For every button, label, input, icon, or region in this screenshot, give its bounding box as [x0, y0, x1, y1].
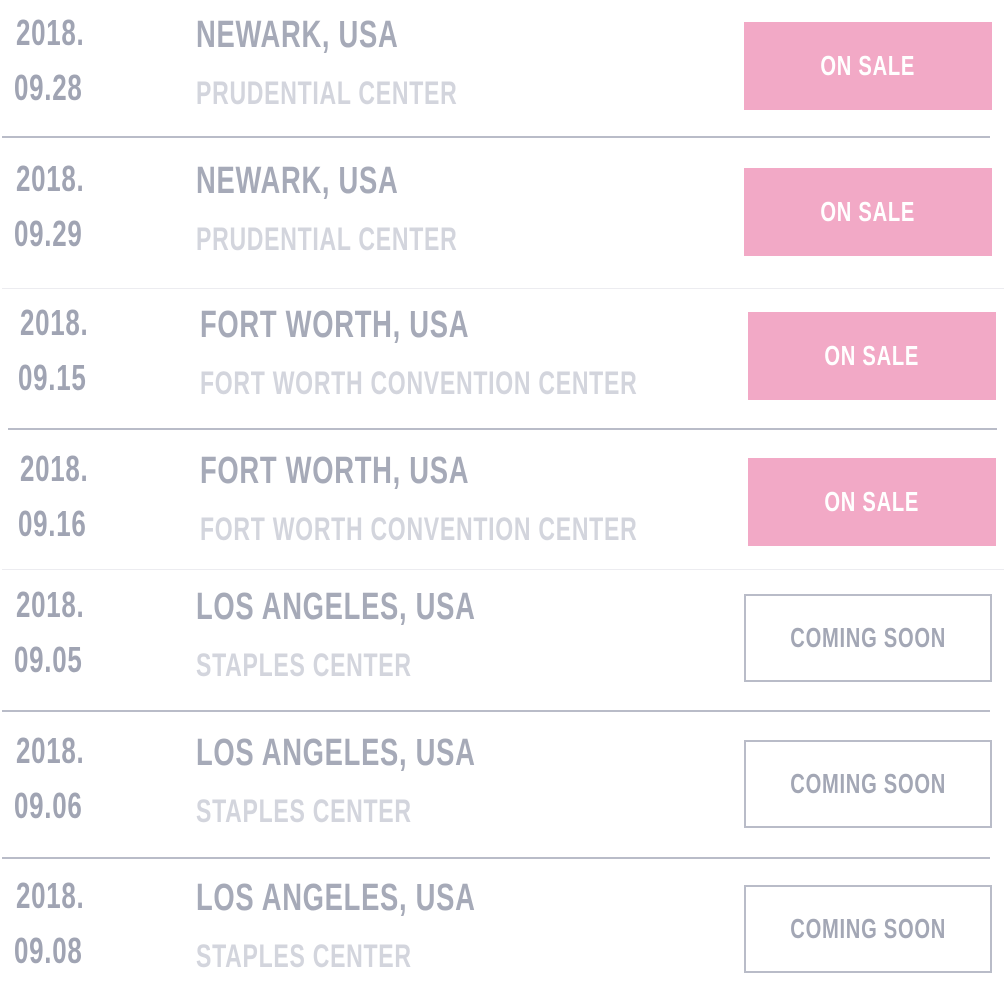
event-venue: PRUDENTIAL CENTER [196, 221, 458, 257]
ticket-status: ON SALE [820, 196, 916, 227]
ticket-status: COMING SOON [790, 622, 946, 653]
event-year: 2018. [16, 730, 85, 771]
event-date: 09.06 [14, 785, 83, 826]
separator [2, 136, 990, 138]
event-year: 2018. [16, 875, 85, 916]
separator [2, 288, 1004, 289]
ticket-button[interactable]: COMING SOON [744, 594, 992, 682]
event-venue: FORT WORTH CONVENTION CENTER [200, 511, 638, 547]
event-city: LOS ANGELES, USA [196, 732, 476, 774]
event-city: LOS ANGELES, USA [196, 877, 476, 919]
event-year: 2018. [20, 302, 89, 343]
event-date: 09.16 [18, 503, 87, 544]
ticket-status: COMING SOON [790, 768, 946, 799]
event-venue: PRUDENTIAL CENTER [196, 75, 458, 111]
ticket-button[interactable]: ON SALE [748, 312, 996, 400]
separator [2, 569, 1004, 570]
event-venue: STAPLES CENTER [196, 938, 412, 974]
ticket-status: ON SALE [824, 340, 920, 371]
event-year: 2018. [16, 12, 85, 53]
event-date: 09.15 [18, 357, 87, 398]
event-date: 09.28 [14, 67, 83, 108]
event-date: 09.29 [14, 213, 83, 254]
event-year: 2018. [16, 158, 85, 199]
separator [8, 428, 997, 430]
ticket-button[interactable]: ON SALE [748, 458, 996, 546]
ticket-button[interactable]: COMING SOON [744, 740, 992, 828]
ticket-status: COMING SOON [790, 913, 946, 944]
event-venue: STAPLES CENTER [196, 647, 412, 683]
event-year: 2018. [16, 584, 85, 625]
ticket-button[interactable]: ON SALE [744, 22, 992, 110]
event-city: NEWARK, USA [196, 160, 399, 202]
event-year: 2018. [20, 448, 89, 489]
ticket-button[interactable]: ON SALE [744, 168, 992, 256]
separator [2, 857, 990, 859]
event-date: 09.05 [14, 639, 83, 680]
event-city: LOS ANGELES, USA [196, 586, 476, 628]
event-date: 09.08 [14, 930, 83, 971]
event-city: FORT WORTH, USA [200, 450, 470, 492]
ticket-button[interactable]: COMING SOON [744, 885, 992, 973]
event-venue: STAPLES CENTER [196, 793, 412, 829]
event-city: NEWARK, USA [196, 14, 399, 56]
event-city: FORT WORTH, USA [200, 304, 470, 346]
ticket-status: ON SALE [820, 50, 916, 81]
event-venue: FORT WORTH CONVENTION CENTER [200, 365, 638, 401]
separator [2, 710, 990, 712]
ticket-status: ON SALE [824, 486, 920, 517]
